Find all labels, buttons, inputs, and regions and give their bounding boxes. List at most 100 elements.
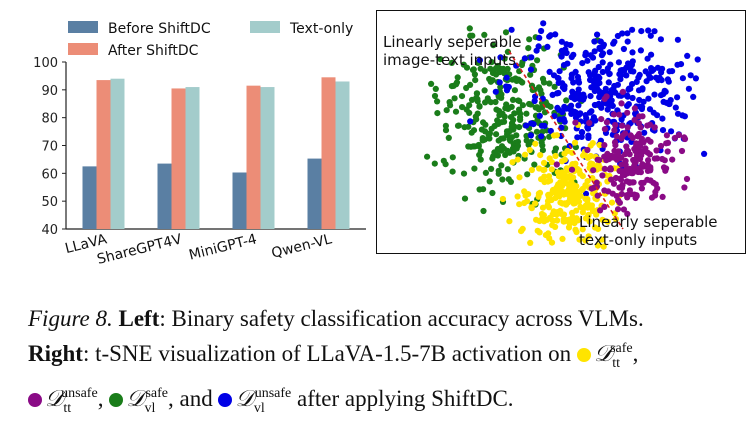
scatter-point: [651, 155, 658, 162]
scatter-point: [490, 42, 497, 49]
scatter-point: [508, 26, 515, 33]
scatter-point: [537, 152, 544, 159]
scatter-point: [514, 193, 521, 200]
scatter-point: [507, 137, 514, 144]
separator-line: [508, 50, 624, 230]
x-tick-label: Qwen-VL: [270, 231, 334, 261]
scatter-point: [641, 129, 648, 136]
scatter-point: [637, 47, 644, 54]
legend-label: Before ShiftDC: [108, 21, 211, 37]
scatter-point: [571, 139, 579, 146]
scatter-point: [694, 56, 701, 63]
math-d-tt-safe: 𝒟ttsafe: [593, 341, 633, 371]
scatter-point: [570, 79, 577, 86]
scatter-point: [626, 165, 633, 172]
scatter-point: [580, 96, 587, 103]
scatter-point: [548, 166, 555, 173]
scatter-point: [622, 161, 629, 168]
scatter-point: [619, 132, 627, 139]
scatter-point: [471, 165, 478, 172]
scatter-point: [608, 176, 615, 183]
scatter-point: [578, 129, 585, 136]
scatter-point: [614, 206, 622, 213]
scatter-point: [555, 89, 562, 97]
scatter-point: [504, 131, 511, 139]
scatter-point: [535, 106, 542, 113]
scatter-point: [611, 127, 618, 134]
scatter-point: [656, 74, 663, 81]
scatter-point: [618, 190, 625, 198]
scatter-point: [603, 119, 610, 126]
scatter-point: [468, 129, 475, 136]
scatter-point: [612, 121, 619, 129]
scatter-point: [591, 48, 598, 55]
scatter-point: [678, 147, 686, 155]
bar: [335, 81, 350, 229]
scatter-point: [626, 179, 633, 186]
scatter-point: [507, 114, 515, 121]
scatter-point: [538, 122, 545, 129]
scatter-point: [642, 68, 649, 75]
scatter-point: [659, 115, 666, 122]
scatter-point: [504, 166, 511, 173]
scatter-point: [497, 54, 504, 61]
scatter-point: [575, 79, 583, 86]
scatter-point: [624, 109, 631, 116]
scatter-point: [631, 116, 638, 123]
scatter-point: [535, 84, 543, 91]
scatter-point: [629, 58, 636, 65]
scatter-point: [506, 149, 513, 156]
scatter-point: [651, 28, 658, 35]
scatter-point: [489, 155, 496, 162]
scatter-point: [687, 72, 694, 79]
scatter-point: [516, 124, 523, 131]
scatter-point: [681, 184, 688, 191]
scatter-point: [558, 47, 565, 55]
scatter-point: [531, 97, 538, 105]
scatter-point: [568, 107, 575, 114]
annotation-image-text-line2: image-text inputs: [383, 51, 516, 69]
scatter-point: [615, 59, 622, 66]
scatter-point: [623, 72, 630, 79]
bar: [171, 88, 186, 229]
scatter-point: [474, 95, 481, 103]
figure-label: Figure 8.: [28, 306, 113, 331]
scatter-point: [471, 71, 478, 78]
scatter-point: [577, 170, 584, 177]
math-d-vl-unsafe: 𝒟vlunsafe: [235, 386, 292, 416]
scatter-point: [604, 67, 611, 75]
scatter-point: [607, 165, 614, 172]
scatter-point: [550, 132, 558, 139]
scatter-point: [572, 226, 579, 233]
scatter-point: [475, 141, 482, 149]
scatter-point: [622, 151, 629, 158]
scatter-point: [488, 165, 495, 172]
scatter-point: [683, 175, 691, 183]
scatter-point: [614, 81, 621, 88]
scatter-point: [519, 79, 526, 86]
scatter-point: [560, 116, 567, 123]
scatter-point: [577, 203, 584, 211]
scatter-point: [480, 119, 487, 126]
scatter-point: [605, 79, 612, 86]
scatter-point: [565, 224, 573, 231]
scatter-point: [662, 167, 669, 174]
scatter-point: [546, 133, 553, 140]
scatter-point: [480, 186, 487, 193]
scatter-point: [612, 142, 619, 149]
scatter-point: [627, 132, 634, 139]
scatter-point: [674, 94, 681, 101]
scatter-point: [594, 192, 601, 199]
scatter-point: [527, 71, 534, 78]
scatter-point: [517, 116, 524, 123]
scatter-point: [659, 127, 667, 134]
scatter-point: [639, 113, 646, 120]
scatter-point: [657, 36, 664, 43]
scatter-point: [540, 79, 548, 86]
annotation-text-only-line2: text-only inputs: [579, 231, 698, 249]
scatter-point: [627, 85, 634, 92]
scatter-point: [534, 57, 541, 64]
scatter-point: [651, 124, 658, 131]
scatter-point: [463, 84, 470, 92]
scatter-point: [481, 87, 488, 94]
